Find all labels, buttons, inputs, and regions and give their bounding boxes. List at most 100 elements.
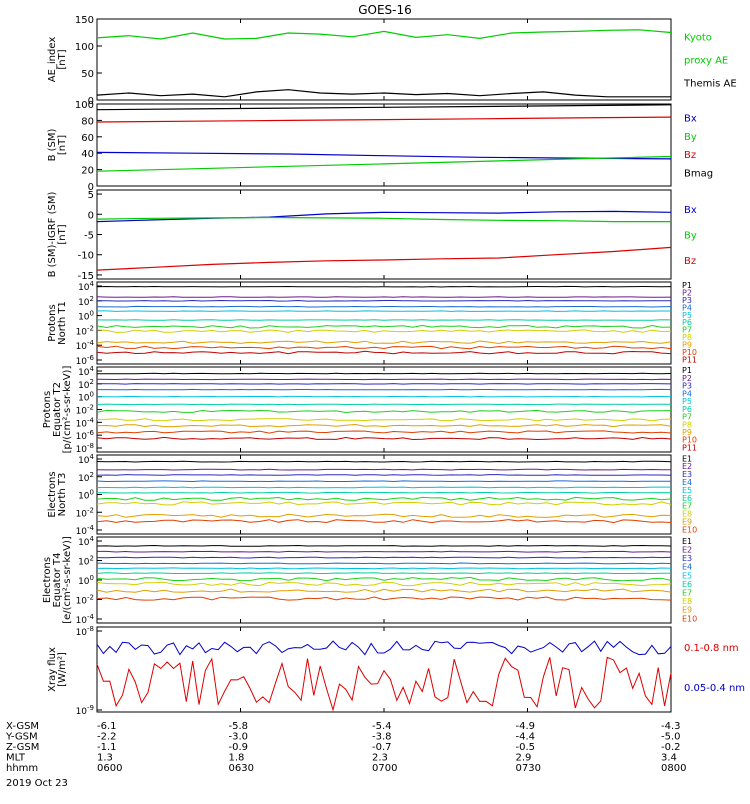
legend-label: P11 (682, 356, 697, 365)
y-tick-label: 104 (78, 365, 94, 378)
ephemeris-value: -6.1 (97, 721, 117, 732)
y-tick-label: 10-6 (76, 429, 95, 442)
legend-label: P11 (682, 443, 697, 452)
y-tick-label: 100 (75, 42, 94, 53)
legend-label: Bx (684, 114, 697, 125)
legend-label: P1 (682, 366, 692, 375)
panel-en: Electrons North T3 104 102 100 10-2 10-4 E1E2E3… (47, 453, 697, 537)
legend-label: P6 (682, 318, 692, 327)
panel-bres: B (SM)-IGRF (SM) [nT] -15 -10 -5 0 5 Bx By Bz (47, 189, 697, 282)
y-tick-label: 10-4 (76, 524, 95, 537)
y-axis-label: Protons (42, 391, 53, 428)
series-p5 (96, 395, 672, 398)
legend-label: P2 (682, 374, 692, 383)
series-p6 (96, 403, 672, 406)
legend-label: P5 (682, 311, 692, 320)
series-e8 (96, 581, 672, 587)
panel-ee: Electrons Equator T4 [e/(cm²-s-sr-keV)] 104… (42, 535, 697, 626)
y-tick-label: 100 (75, 100, 94, 111)
panel-frame (96, 626, 672, 713)
y-tick-label: 60 (81, 133, 94, 144)
ephemeris-value: 2.3 (372, 753, 388, 764)
y-tick-label: 0 (88, 182, 94, 193)
series-e9 (96, 513, 672, 518)
y-tick-label: -5 (84, 231, 94, 242)
y-axis-label: [nT] (57, 135, 68, 155)
y-tick-label: 102 (78, 378, 94, 391)
series-bx (96, 210, 672, 223)
series-e5 (96, 567, 672, 570)
y-tick-label: -15 (78, 271, 94, 282)
ephemeris-label-hhmm: hhmm (6, 763, 38, 774)
series-0.1-0.8-nm (96, 656, 672, 712)
series-p1 (96, 285, 672, 288)
legend-label: P3 (682, 382, 692, 391)
y-axis-label: Protons (47, 304, 58, 341)
y-tick-label: 0 (88, 96, 94, 107)
ephemeris-value: 0700 (372, 763, 397, 774)
series-p8 (96, 329, 672, 333)
ephemeris-value: -5.4 (372, 721, 392, 732)
series-p4 (96, 305, 672, 308)
series-by (96, 216, 671, 223)
y-tick-label: 10-2 (76, 594, 94, 607)
legend-label: P10 (682, 436, 697, 445)
series-e3 (96, 474, 672, 476)
series-e4 (96, 562, 672, 565)
series-p10 (96, 345, 672, 350)
legend-label: E8 (682, 510, 692, 519)
ephemeris-value: -5.0 (661, 732, 681, 743)
y-axis-label: [p/(cm²-s-sr-keV)] (62, 366, 73, 454)
ephemeris-value: -3.8 (372, 732, 392, 743)
legend-label: E10 (682, 525, 697, 534)
y-tick-label: 102 (78, 555, 94, 568)
panel-frame (96, 103, 672, 187)
legend-label: E9 (682, 518, 692, 527)
series-bmag (96, 104, 672, 111)
legend-label: P8 (682, 420, 692, 429)
y-tick-label: 10-4 (76, 416, 95, 429)
y-tick-label: 20 (81, 166, 94, 177)
legend-label: P7 (682, 326, 692, 335)
series-by (96, 155, 672, 172)
series-p11 (96, 350, 672, 355)
legend-label: P7 (682, 413, 692, 422)
legend-label: E7 (682, 588, 692, 597)
legend-label: E6 (682, 494, 692, 503)
legend-label: Bx (684, 205, 697, 216)
y-tick-label: 0 (88, 210, 94, 221)
legend-label: E8 (682, 597, 692, 606)
y-tick-label: 10-2 (76, 506, 94, 519)
y-axis-label: [nT] (57, 224, 68, 244)
legend-label: E2 (682, 545, 692, 554)
y-axis-label: North T3 (57, 473, 68, 517)
y-tick-label: 5 (88, 190, 94, 201)
ephemeris-value: -0.2 (661, 742, 681, 753)
ephemeris-label-y-gsm: Y-GSM (5, 732, 38, 743)
series-e9 (96, 588, 672, 593)
series-e6 (96, 572, 671, 575)
ephemeris-value: -4.3 (661, 721, 681, 732)
panel-ae: AE_index [nT] 0 50 100 150 Kyoto proxy AE Themis… (47, 15, 737, 107)
ephemeris-label-x-gsm: X-GSM (6, 721, 39, 732)
legend-label: E2 (682, 462, 692, 471)
series-kyoto-proxy-ae (96, 29, 672, 40)
y-tick-label: 10-6 (76, 354, 95, 367)
series-bz (96, 116, 672, 123)
y-axis-label: Electrons (47, 471, 58, 517)
ephemeris-value: -0.7 (372, 742, 392, 753)
date-label: 2019 Oct 23 (6, 778, 68, 789)
y-axis-label: Equator T4 (52, 553, 63, 608)
y-tick-label: 10-4 (76, 339, 95, 352)
y-tick-label: 100 (78, 489, 94, 502)
y-tick-label: 10-2 (76, 404, 94, 417)
series-p7 (96, 409, 672, 414)
series-p5 (97, 310, 671, 312)
y-axis-label: [W/m²] (57, 652, 68, 687)
y-tick-label: 10-8 (76, 625, 94, 638)
legend-label: P1 (682, 281, 692, 290)
series-e6 (96, 491, 672, 494)
ephemeris-value: -4.9 (516, 721, 536, 732)
legend-label: Bz (684, 256, 696, 267)
